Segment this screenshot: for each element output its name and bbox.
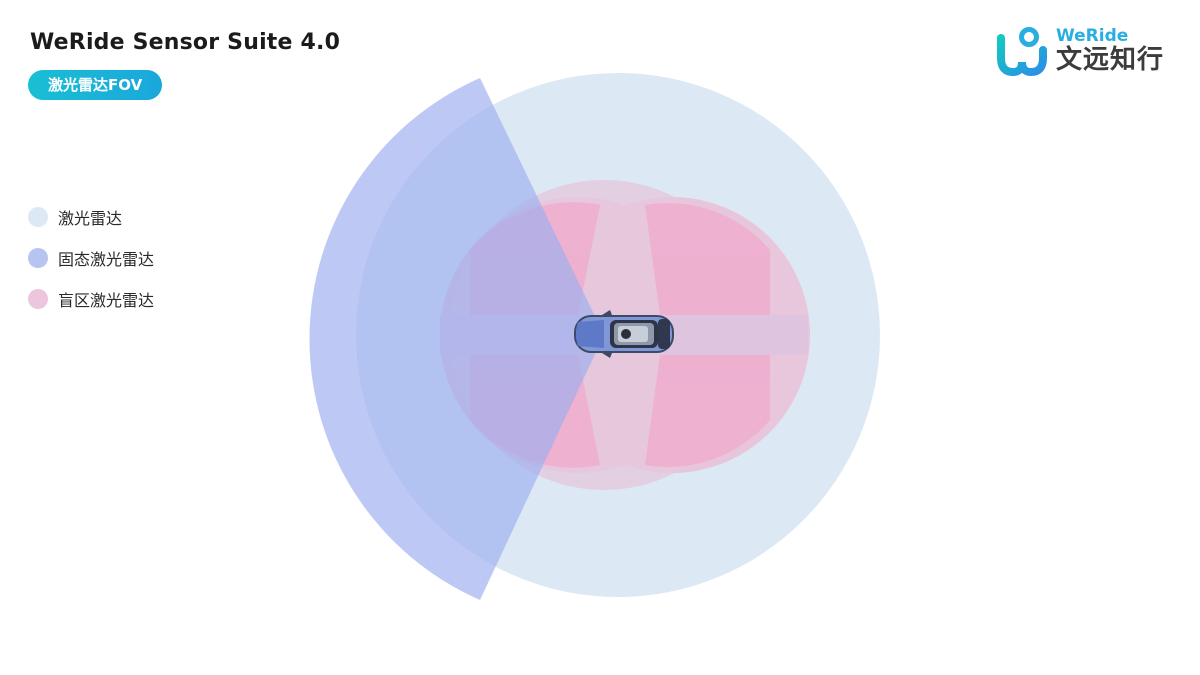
vehicle-top-view: [574, 310, 674, 358]
legend-item-blind-spot-lidar: 盲区激光雷达: [28, 287, 154, 311]
blind-spot-lobe-top-right: [645, 203, 770, 315]
legend-label-lidar: 激光雷达: [58, 209, 123, 228]
legend: 激光雷达 固态激光雷达 盲区激光雷达: [28, 205, 154, 328]
page-title: WeRide Sensor Suite 4.0: [30, 30, 341, 55]
legend-swatch-solid-state-lidar: [28, 248, 48, 268]
weride-logo-text: WeRide 文远知行: [1056, 27, 1164, 75]
weride-logo-mark-icon: [997, 27, 1047, 77]
legend-item-solid-state-lidar: 固态激光雷达: [28, 246, 154, 270]
fov-tag: 激光雷达FOV: [28, 70, 163, 100]
weride-logo: WeRide 文远知行: [996, 24, 1164, 78]
legend-swatch-blind-spot-lidar: [28, 289, 48, 309]
blind-spot-lobe-bottom-right: [645, 355, 770, 467]
logo-english-name: WeRide: [1056, 26, 1129, 46]
legend-swatch-lidar: [28, 207, 48, 227]
legend-item-lidar: 激光雷达: [28, 205, 154, 229]
logo-chinese-name: 文远知行: [1056, 45, 1165, 75]
legend-label-solid-state-lidar: 固态激光雷达: [58, 250, 155, 269]
solid-state-lidar-fov: [309, 78, 604, 600]
legend-label-blind-spot-lidar: 盲区激光雷达: [58, 291, 155, 310]
